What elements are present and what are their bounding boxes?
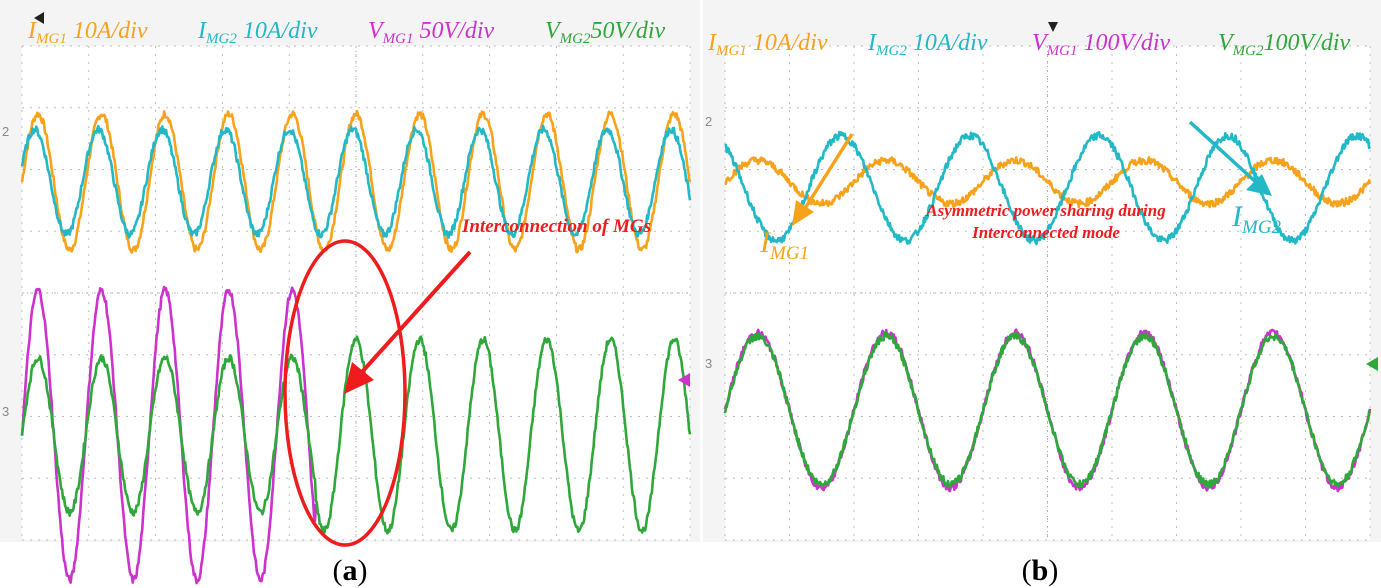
- interconnection-arrow: [360, 250, 472, 374]
- panel-a-legend-vmg2: VMG250V/div: [545, 18, 665, 47]
- panel-a-trace-i-mg1: [20, 109, 692, 254]
- panel-a-legend-img1: IMG1 10A/div: [27, 18, 148, 47]
- panel-b-traces: [723, 130, 1372, 493]
- panel-b-legend-vmg1: VMG1 100V/div: [1032, 30, 1170, 59]
- panel-a-ref-marker-icon: [678, 373, 690, 387]
- panel-b-trigger-marker-icon: [1048, 22, 1058, 32]
- interconnection-arrow-head-icon: [344, 362, 374, 394]
- panel-b: IMG1 10A/div IMG2 10A/div VMG1 100V/div …: [703, 0, 1381, 542]
- panel-a-trace-v-mg1: [20, 285, 318, 585]
- panel-a-trace-i-mg2: [20, 124, 692, 239]
- img1-pointer-arrow-head-icon: [792, 200, 814, 226]
- panel-a-caption: (a): [333, 554, 368, 587]
- panel-b-channel-marker-2: 2: [705, 114, 712, 129]
- panel-b-trace-i-mg2: [724, 130, 1372, 246]
- panel-b-legend-img1: IMG1 10A/div: [707, 30, 828, 59]
- panel-a-legend-img2: IMG2 10A/div: [197, 18, 318, 47]
- img2-pointer-arrow: [1188, 120, 1260, 186]
- panel-a-channel-marker-3: 3: [2, 404, 9, 419]
- panel-a-legend-vmg1: VMG1 50V/div: [368, 18, 494, 47]
- panel-b-ref-marker-icon: [1366, 357, 1378, 371]
- panel-b-trace-v-mg2: [723, 331, 1372, 489]
- interconnection-region-ellipse: [283, 239, 407, 547]
- img2-pointer-arrow-head-icon: [1246, 174, 1272, 196]
- panel-b-grid: [724, 45, 1371, 541]
- img2-trace-label: IMG2: [1231, 200, 1282, 238]
- panel-b-channel-marker-3: 3: [705, 356, 712, 371]
- panel-b-trace-i-mg1: [724, 156, 1372, 209]
- asymmetric-sharing-label-line2: Interconnected mode: [971, 223, 1120, 242]
- panel-b-legend-vmg2: VMG2100V/div: [1218, 30, 1350, 59]
- panel-b-legend-img2: IMG2 10A/div: [867, 30, 988, 59]
- panel-a-traces: [20, 109, 692, 585]
- interconnection-label: Interconnection of MGs: [461, 216, 651, 237]
- panel-b-caption: (b): [1022, 554, 1059, 587]
- panel-a-trigger-marker-icon: [34, 12, 44, 24]
- img1-pointer-arrow: [802, 133, 854, 211]
- img1-trace-label: IMG1: [759, 226, 809, 264]
- panel-a-trace-v-mg2: [20, 335, 692, 535]
- asymmetric-sharing-label-line1: Asymmetric power sharing during: [925, 201, 1166, 220]
- panel-a: IMG1 10A/div IMG2 10A/div VMG1 50V/div V…: [0, 0, 700, 585]
- panel-a-channel-marker-2: 2: [2, 124, 9, 139]
